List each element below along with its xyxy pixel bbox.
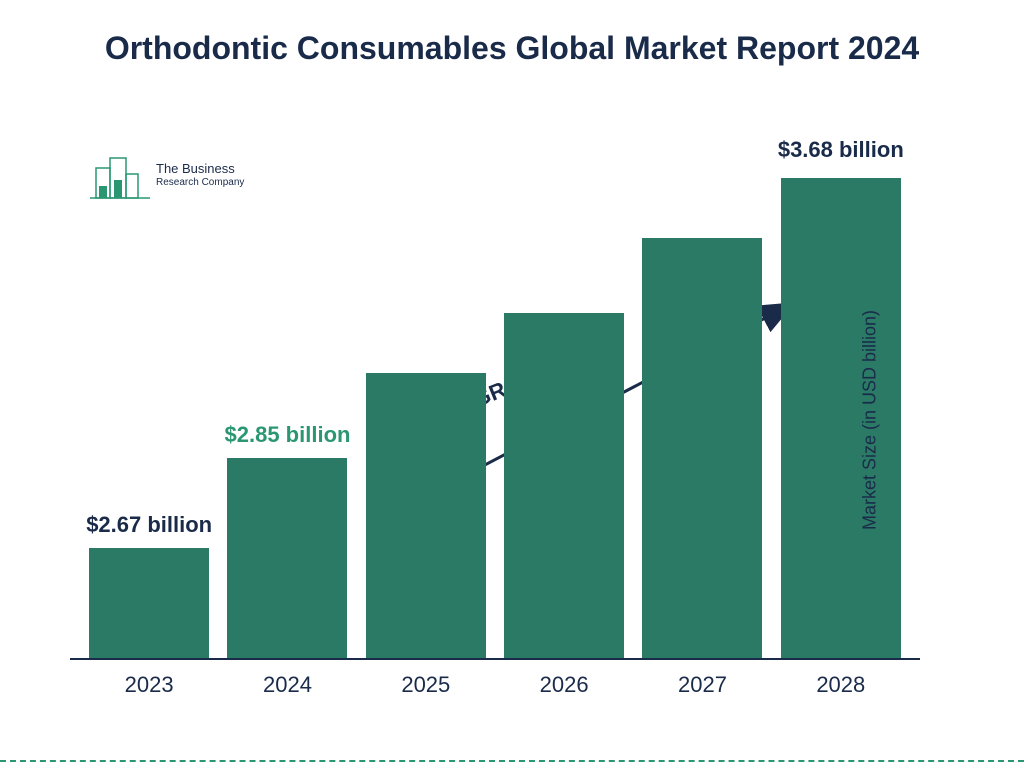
bar-value-label: $2.85 billion [217,422,357,448]
bar-group [642,238,762,658]
footer-dashed-line [0,760,1024,762]
bar-group [504,313,624,658]
x-axis-tick-label: 2027 [642,672,762,698]
x-axis-tick-label: 2023 [89,672,209,698]
x-axis-tick-label: 2024 [227,672,347,698]
bar-value-label: $2.67 billion [79,512,219,538]
bar-group [366,373,486,658]
bars-row: $2.67 billion$2.85 billion$3.68 billion [70,140,920,658]
bar [504,313,624,658]
x-axis-tick-label: 2026 [504,672,624,698]
bar [642,238,762,658]
bar-group: $2.67 billion [89,548,209,658]
bar [227,458,347,658]
plot-area: CAGR 6.60% $2.67 billion$2.85 billion$3.… [70,140,920,660]
x-axis-labels: 2023 2024 2025 2026 2027 2028 [70,672,920,698]
y-axis-label: Market Size (in USD billion) [859,310,880,530]
bar [89,548,209,658]
chart-title: Orthodontic Consumables Global Market Re… [0,0,1024,78]
chart-container: CAGR 6.60% $2.67 billion$2.85 billion$3.… [70,140,950,700]
bar-value-label: $3.68 billion [771,137,911,163]
x-axis-tick-label: 2028 [781,672,901,698]
bar [366,373,486,658]
bar-group: $2.85 billion [227,458,347,658]
bar-group: $3.68 billion [781,178,901,658]
bar [781,178,901,658]
x-axis-tick-label: 2025 [366,672,486,698]
